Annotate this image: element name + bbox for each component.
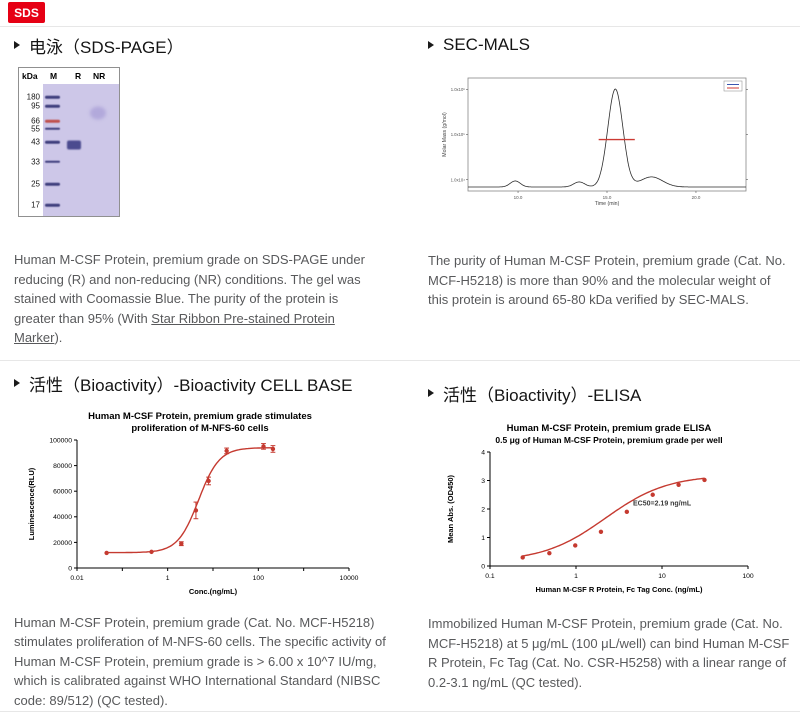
cell-bioactivity-chart: Human M-CSF Protein, premium grade stimu…	[14, 411, 386, 603]
gel-kda-label: 180	[26, 92, 40, 102]
cell-bioactivity-plot: 0 20000 40000 60000 80000 100000 0.01 1 100 10000…	[27, 437, 359, 596]
gel-sample-band-nr	[90, 106, 106, 120]
section-bioactivity-cell-base: 活性（Bioactivity）-Bioactivity CELL BASE Hu…	[14, 371, 414, 710]
cell-chart-title-line1: Human M-CSF Protein, premium grade stimu…	[88, 411, 312, 422]
svg-text:1.0x10⁴: 1.0x10⁴	[451, 177, 466, 182]
svg-text:100000: 100000	[49, 437, 72, 444]
section-bioactivity-elisa: 活性（Bioactivity）-ELISA Human M-CSF Protei…	[428, 381, 792, 692]
svg-text:1.0x10⁶: 1.0x10⁶	[451, 87, 466, 92]
section-header-cell-base: 活性（Bioactivity）-Bioactivity CELL BASE	[14, 371, 414, 395]
triangle-bullet-icon	[14, 41, 20, 49]
section-header-elisa: 活性（Bioactivity）-ELISA	[428, 381, 792, 405]
gel-marker-band	[45, 119, 60, 123]
cell-chart-title-line2: proliferation of M-NFS-60 cells	[131, 423, 269, 435]
svg-text:2: 2	[481, 507, 485, 514]
gel-marker-band	[45, 183, 60, 186]
gel-kda-label: 33	[31, 157, 40, 167]
sec-mals-caption: The purity of Human M-CSF Protein, premi…	[428, 253, 786, 307]
cell-base-caption: Human M-CSF Protein, premium grade (Cat.…	[14, 614, 386, 708]
gel-unit-label: kDa	[22, 71, 38, 81]
sds-page-caption: Human M-CSF Protein, premium grade on SD…	[14, 250, 380, 348]
gel-kda-label: 66	[31, 116, 40, 126]
gel-kda-label: 25	[31, 179, 40, 189]
svg-text:15.0: 15.0	[603, 195, 612, 200]
section-title-sec-mals: SEC-MALS	[443, 35, 530, 54]
gel-kda-label: 55	[31, 124, 40, 134]
svg-text:0.01: 0.01	[70, 575, 83, 582]
gel-kda-label: 43	[31, 137, 40, 147]
elisa-chart-subtitle: 0.5 μg of Human M-CSF Protein, premium g…	[495, 435, 723, 446]
sds-tag-badge[interactable]: SDS	[8, 2, 45, 23]
marker-product-link[interactable]: Star Ribbon Pre-stained Protein Marker	[14, 310, 335, 346]
triangle-bullet-icon	[428, 41, 434, 49]
section-header-sec-mals: SEC-MALS	[428, 33, 788, 57]
svg-text:1: 1	[481, 535, 485, 542]
section-title-cell-base: 活性（Bioactivity）-Bioactivity CELL BASE	[29, 375, 353, 395]
svg-text:0: 0	[481, 564, 485, 571]
svg-text:80000: 80000	[53, 463, 72, 470]
gel-marker-band	[45, 95, 60, 99]
gel-lane-label-m: M	[50, 71, 58, 81]
section-header-sds-page: 电泳（SDS-PAGE）	[14, 33, 404, 57]
gel-marker-band	[45, 160, 60, 164]
divider-bottom	[0, 711, 800, 712]
gel-lane-headers: kDa M R NR	[19, 68, 119, 84]
svg-text:10000: 10000	[340, 575, 359, 582]
gel-marker-band	[45, 204, 60, 207]
gel-marker-band	[45, 127, 60, 131]
gel-lane-label-r: R	[75, 71, 82, 81]
section-title-sds-page: 电泳（SDS-PAGE）	[29, 37, 184, 57]
svg-text:Luminescence(RLU): Luminescence(RLU)	[27, 467, 36, 540]
gel-kda-label: 95	[31, 101, 40, 111]
svg-text:0.1: 0.1	[485, 573, 495, 580]
svg-text:3: 3	[481, 478, 485, 485]
svg-text:Mean Abs. (OD450): Mean Abs. (OD450)	[446, 475, 455, 544]
gel-body: 180 95 66 55 43 33 25 17	[19, 84, 119, 216]
svg-text:40000: 40000	[53, 514, 72, 521]
divider-middle	[0, 360, 800, 361]
caption-text-before-link: Human M-CSF Protein, premium grade on SD…	[14, 252, 365, 326]
svg-text:Conc.(ng/mL): Conc.(ng/mL)	[189, 587, 238, 596]
svg-text:1: 1	[574, 573, 578, 580]
svg-text:Human M-CSF R Protein, Fc Tag: Human M-CSF R Protein, Fc Tag Conc. (ng/…	[536, 585, 703, 594]
caption-text-after-link: ).	[54, 330, 63, 345]
gel-mw-label-column: 180 95 66 55 43 33 25 17	[19, 84, 43, 216]
svg-text:Time (min): Time (min)	[595, 201, 620, 207]
sec-mals-plot: 10.0 15.0 20.0 1.0x10⁶ 1.0x10⁵ 1.0x10⁴ Time (m…	[442, 77, 748, 207]
svg-text:10: 10	[658, 573, 666, 580]
svg-text:EC50=2.19 ng/mL: EC50=2.19 ng/mL	[633, 501, 692, 508]
svg-text:60000: 60000	[53, 488, 72, 495]
gel-sample-band-r	[67, 140, 81, 150]
svg-text:10.0: 10.0	[514, 195, 523, 200]
section-sec-mals: SEC-MALS 10.0 15.0 20.0 1.0x10⁶ 1.0x10⁵ 1.0x1…	[428, 33, 788, 310]
svg-text:0: 0	[68, 565, 72, 572]
svg-text:4: 4	[481, 450, 485, 457]
sds-page-gel-image: kDa M R NR 180 95 66 55 43 33 25 17	[18, 67, 120, 217]
gel-marker-band	[45, 140, 60, 144]
elisa-caption: Immobilized Human M-CSF Protein, premium…	[428, 616, 790, 690]
svg-text:20.0: 20.0	[692, 195, 701, 200]
gel-lane-label-nr: NR	[93, 71, 106, 81]
gel-lanes-area	[43, 84, 119, 216]
gel-kda-label: 17	[31, 200, 40, 210]
elisa-plot: 0 1 2 3 4 0.1 1 10 100 Human M-CSF R Protein, Fc …	[446, 450, 754, 595]
svg-text:100: 100	[742, 573, 754, 580]
svg-text:Molar Mass (g/mol): Molar Mass (g/mol)	[442, 112, 448, 157]
elisa-chart-title: Human M-CSF Protein, premium grade ELISA	[506, 423, 712, 434]
section-title-elisa: 活性（Bioactivity）-ELISA	[443, 385, 642, 405]
gel-marker-band	[45, 105, 60, 108]
sec-mals-chart: 10.0 15.0 20.0 1.0x10⁶ 1.0x10⁵ 1.0x10⁴ Time (m…	[438, 72, 788, 213]
svg-text:1: 1	[166, 575, 170, 582]
svg-text:20000: 20000	[53, 539, 72, 546]
triangle-bullet-icon	[14, 379, 20, 387]
triangle-bullet-icon	[428, 389, 434, 397]
svg-text:1.0x10⁵: 1.0x10⁵	[451, 132, 466, 137]
divider-top	[0, 26, 800, 27]
svg-text:100: 100	[253, 575, 265, 582]
section-sds-page: 电泳（SDS-PAGE） kDa M R NR 180 95 66 55 43 33 25 1…	[14, 33, 404, 348]
elisa-chart: Human M-CSF Protein, premium grade ELISA…	[434, 423, 784, 601]
